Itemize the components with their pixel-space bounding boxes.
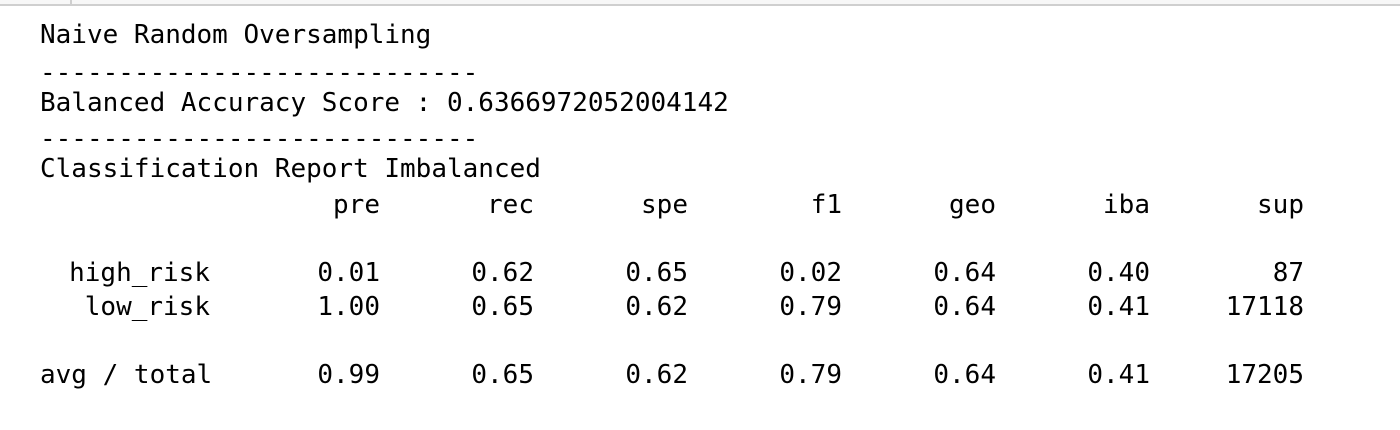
table-cell: 0.62 <box>625 360 688 390</box>
table-cell: 0.40 <box>1087 258 1150 288</box>
table-cell: 0.64 <box>933 258 996 288</box>
column-header-iba: iba <box>1103 190 1150 220</box>
output-title: Naive Random Oversampling <box>40 20 432 50</box>
table-cell: 0.65 <box>471 292 534 322</box>
column-header-spe: spe <box>641 190 688 220</box>
row-label-avg-total: avg / total <box>40 360 213 390</box>
table-cell: 0.65 <box>471 360 534 390</box>
report-title: Classification Report Imbalanced <box>40 154 541 184</box>
table-cell: 0.64 <box>933 292 996 322</box>
cell-top-border <box>0 0 1400 6</box>
separator-line: ---------------------------- <box>40 58 479 88</box>
column-header-pre: pre <box>333 190 380 220</box>
table-cell: 0.62 <box>625 292 688 322</box>
table-cell: 0.64 <box>933 360 996 390</box>
column-header-sup: sup <box>1257 190 1304 220</box>
table-cell: 1.00 <box>317 292 380 322</box>
table-cell: 0.01 <box>317 258 380 288</box>
balanced-accuracy-line: Balanced Accuracy Score : 0.636697205200… <box>40 88 729 118</box>
row-label-high-risk: high_risk <box>69 258 210 288</box>
separator-line: ---------------------------- <box>40 124 479 154</box>
row-label-low-risk: low_risk <box>84 292 210 322</box>
table-cell: 0.99 <box>317 360 380 390</box>
cell-prompt-divider <box>70 0 72 6</box>
table-cell: 17118 <box>1225 292 1304 322</box>
table-cell: 0.02 <box>779 258 842 288</box>
cell-output-area: Naive Random Oversampling --------------… <box>0 6 1400 430</box>
table-cell: 0.41 <box>1087 292 1150 322</box>
column-header-geo: geo <box>949 190 996 220</box>
table-cell: 0.62 <box>471 258 534 288</box>
table-cell: 0.65 <box>625 258 688 288</box>
table-cell: 17205 <box>1225 360 1304 390</box>
table-cell: 87 <box>1272 258 1304 288</box>
table-cell: 0.79 <box>779 292 842 322</box>
column-header-rec: rec <box>487 190 534 220</box>
table-cell: 0.41 <box>1087 360 1150 390</box>
table-cell: 0.79 <box>779 360 842 390</box>
column-header-f1: f1 <box>810 190 842 220</box>
